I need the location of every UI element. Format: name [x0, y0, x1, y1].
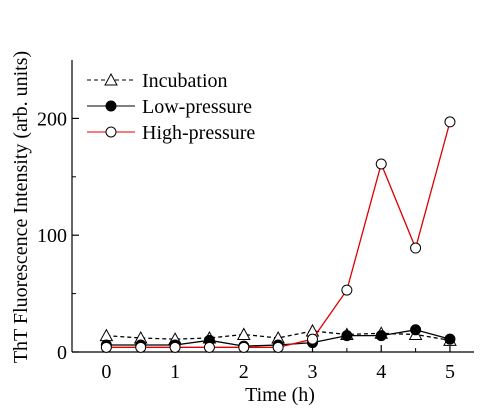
x-tick-label: 1	[170, 361, 180, 383]
data-point-high-pressure	[203, 341, 215, 353]
data-point-high-pressure	[238, 341, 250, 353]
data-point-incubation	[236, 327, 251, 340]
x-tick-label: 2	[239, 361, 249, 383]
data-point-low-pressure	[410, 324, 422, 336]
data-point-high-pressure	[100, 341, 112, 353]
legend: Incubation Low-pressure High-pressure	[87, 70, 255, 144]
series-line-high-pressure	[106, 121, 451, 348]
legend-label-high-pressure: High-pressure	[142, 122, 255, 144]
data-point-incubation	[99, 328, 114, 342]
x-tick-label: 3	[308, 361, 318, 383]
legend-label-incubation: Incubation	[142, 70, 228, 92]
legend-marker-low-pressure	[105, 100, 117, 112]
x-tick-label: 5	[445, 361, 455, 383]
legend-marker-high-pressure	[105, 126, 117, 138]
y-tick-label: 0	[57, 342, 67, 364]
data-point-high-pressure	[444, 116, 456, 128]
data-point-high-pressure	[410, 242, 422, 254]
series-layer	[99, 116, 457, 353]
x-tick-label: 0	[101, 361, 111, 383]
data-point-low-pressure	[444, 333, 456, 345]
series-high-pressure	[100, 116, 456, 353]
data-point-high-pressure	[307, 333, 319, 345]
data-point-low-pressure	[341, 330, 353, 342]
data-point-high-pressure	[272, 341, 284, 353]
x-axis-label: Time (h)	[245, 384, 315, 406]
y-axis-label: ThT Fluorescence Intensity (arb. units)	[10, 51, 32, 363]
y-tick-label: 200	[37, 108, 67, 130]
data-point-high-pressure	[169, 341, 181, 353]
legend-marker-incubation	[104, 72, 118, 86]
x-tick-label: 4	[376, 361, 386, 383]
y-tick-label: 100	[37, 225, 67, 247]
y-ticks: 0 100 200	[37, 108, 79, 364]
data-point-low-pressure	[375, 330, 387, 342]
legend-label-low-pressure: Low-pressure	[142, 96, 252, 118]
data-point-high-pressure	[341, 284, 353, 296]
data-point-high-pressure	[135, 341, 147, 353]
data-point-high-pressure	[375, 158, 387, 170]
plot-frame	[71, 60, 474, 353]
